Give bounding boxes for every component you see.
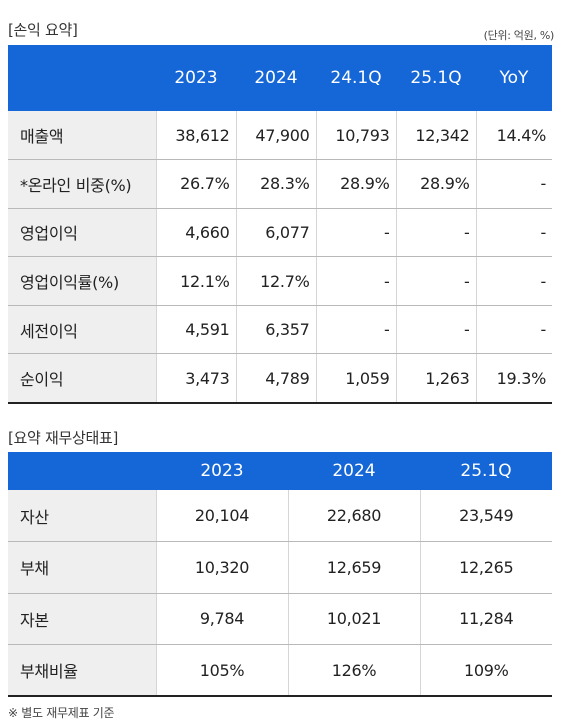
table-cell: -: [475, 208, 552, 258]
table-cell: 12.1%: [155, 256, 236, 306]
table-cell: -: [315, 305, 396, 355]
footnote: ※ 별도 재무제표 기준: [8, 706, 115, 720]
header-cell: [8, 452, 156, 490]
table-cell: 12.7%: [235, 256, 316, 306]
balance-sheet-table: 2023 2024 25.1Q 자산 20,104 22,680 23,549 …: [8, 452, 552, 698]
table-cell: 12,342: [395, 111, 476, 161]
row-label: 영업이익: [8, 208, 156, 258]
table-cell: 12,265: [419, 541, 552, 594]
income-summary-title: [손익 요약]: [8, 21, 78, 39]
table-cell: 4,789: [235, 353, 316, 404]
table-header-row: 2023 2024 24.1Q 25.1Q YoY: [8, 45, 552, 111]
table-cell: 12,659: [287, 541, 420, 594]
row-label: 자산: [8, 490, 156, 543]
table-cell: -: [395, 256, 476, 306]
table-row: *온라인 비중(%) 26.7% 28.3% 28.9% 28.9% -: [8, 159, 552, 209]
balance-sheet-title: [요약 재무상태표]: [8, 429, 119, 447]
row-label: 매출액: [8, 111, 156, 161]
unit-note: (단위: 억원, %): [483, 29, 555, 42]
table-header-row: 2023 2024 25.1Q: [8, 452, 552, 490]
row-label: 세전이익: [8, 305, 156, 355]
table-cell: 28.9%: [395, 159, 476, 209]
header-cell: 25.1Q: [396, 45, 476, 111]
table-cell: 11,284: [419, 593, 552, 646]
table-row: 부채 10,320 12,659 12,265: [8, 541, 552, 594]
table-cell: 38,612: [155, 111, 236, 161]
header-cell: 24.1Q: [316, 45, 396, 111]
table-cell: 126%: [287, 644, 420, 698]
row-label: 부채비율: [8, 644, 156, 698]
table-cell: 9,784: [155, 593, 288, 646]
row-label: 순이익: [8, 353, 156, 404]
table-row: 순이익 3,473 4,789 1,059 1,263 19.3%: [8, 353, 552, 404]
table-row: 부채비율 105% 126% 109%: [8, 644, 552, 698]
table-cell: 28.3%: [235, 159, 316, 209]
row-label: 영업이익률(%): [8, 256, 156, 306]
table-cell: 23,549: [419, 490, 552, 543]
header-cell: 25.1Q: [420, 452, 552, 490]
row-label: 부채: [8, 541, 156, 594]
header-cell: 2023: [156, 45, 236, 111]
table-cell: 10,320: [155, 541, 288, 594]
table-cell: 22,680: [287, 490, 420, 543]
table-cell: 26.7%: [155, 159, 236, 209]
table-cell: -: [315, 208, 396, 258]
table-cell: 14.4%: [475, 111, 552, 161]
table-cell: 47,900: [235, 111, 316, 161]
table-row: 매출액 38,612 47,900 10,793 12,342 14.4%: [8, 111, 552, 161]
header-cell: YoY: [476, 45, 552, 111]
table-cell: 10,021: [287, 593, 420, 646]
table-cell: -: [315, 256, 396, 306]
table-cell: 1,059: [315, 353, 396, 404]
table-cell: 109%: [419, 644, 552, 698]
table-row: 세전이익 4,591 6,357 - - -: [8, 305, 552, 355]
table-row: 자산 20,104 22,680 23,549: [8, 490, 552, 543]
row-label: 자본: [8, 593, 156, 646]
table-cell: 19.3%: [475, 353, 552, 404]
table-row: 자본 9,784 10,021 11,284: [8, 593, 552, 646]
table-cell: -: [475, 256, 552, 306]
table-cell: -: [395, 208, 476, 258]
table-cell: 28.9%: [315, 159, 396, 209]
table-cell: 6,357: [235, 305, 316, 355]
table-row: 영업이익 4,660 6,077 - - -: [8, 208, 552, 258]
header-cell: 2024: [288, 452, 420, 490]
header-cell: 2023: [156, 452, 288, 490]
table-cell: 4,660: [155, 208, 236, 258]
table-cell: 4,591: [155, 305, 236, 355]
row-label: *온라인 비중(%): [8, 159, 156, 209]
table-cell: 3,473: [155, 353, 236, 404]
table-cell: -: [475, 305, 552, 355]
header-cell: 2024: [236, 45, 316, 111]
income-summary-table: 2023 2024 24.1Q 25.1Q YoY 매출액 38,612 47,…: [8, 45, 552, 404]
table-cell: -: [475, 159, 552, 209]
table-cell: 6,077: [235, 208, 316, 258]
table-cell: 105%: [155, 644, 288, 698]
table-cell: 10,793: [315, 111, 396, 161]
header-cell: [8, 45, 156, 111]
table-cell: -: [395, 305, 476, 355]
table-cell: 1,263: [395, 353, 476, 404]
table-row: 영업이익률(%) 12.1% 12.7% - - -: [8, 256, 552, 306]
table-cell: 20,104: [155, 490, 288, 543]
